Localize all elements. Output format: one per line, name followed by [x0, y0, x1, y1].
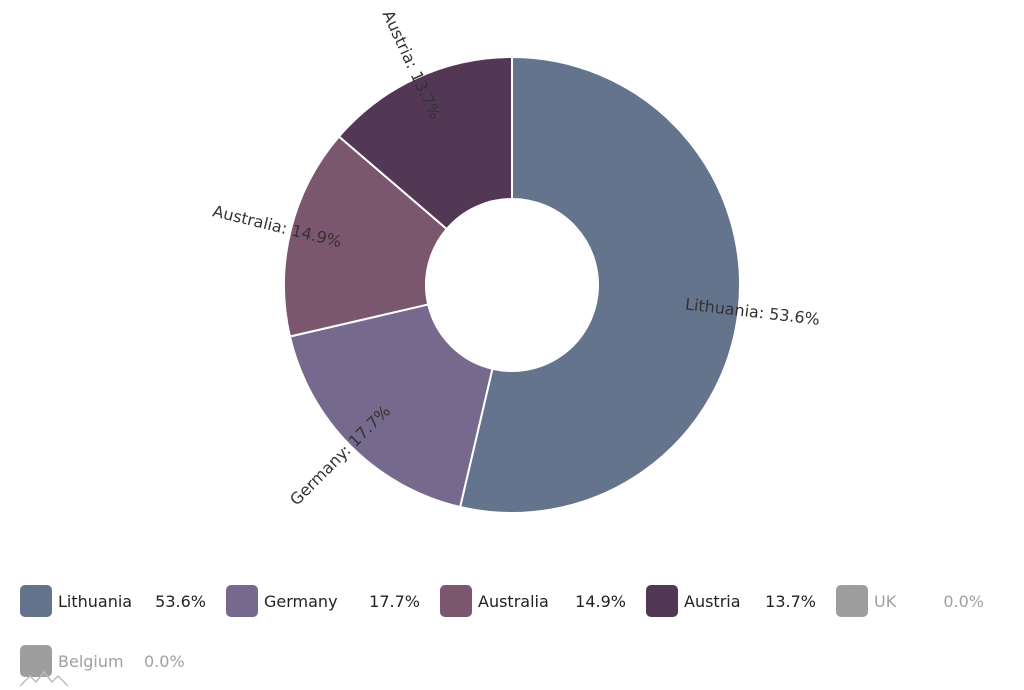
legend-name: Belgium	[58, 651, 124, 671]
legend-name: Austria	[684, 591, 741, 611]
legend-swatch	[226, 585, 258, 617]
donut-chart: Lithuania: 53.6%Germany: 17.7%Australia:…	[211, 7, 821, 514]
legend-value: 14.9%	[575, 591, 626, 611]
legend-swatch	[20, 645, 52, 677]
legend-swatch	[836, 585, 868, 617]
slice-austria[interactable]	[337, 55, 513, 231]
chart-logo-icon	[19, 670, 69, 687]
legend-item-austria[interactable]: Austria 13.7%	[646, 584, 816, 618]
slice-germany[interactable]	[288, 303, 494, 509]
legend-item-belgium[interactable]: Belgium 0.0%	[20, 644, 185, 678]
legend-row: Belgium 0.0%	[20, 644, 205, 678]
legend-name: Germany	[264, 591, 338, 611]
legend-swatch	[20, 585, 52, 617]
legend-item-uk[interactable]: UK 0.0%	[836, 584, 984, 618]
legend-value: 0.0%	[144, 651, 185, 671]
legend-name: Lithuania	[58, 591, 133, 611]
legend-value: 17.7%	[369, 591, 420, 611]
legend-swatch	[646, 585, 678, 617]
legend-name: Australia	[478, 591, 549, 611]
legend-row: Lithuania 53.6% Germany 17.7% Australia 14.9%…	[20, 584, 1004, 618]
legend-item-australia[interactable]: Australia 14.9%	[440, 584, 626, 618]
legend-swatch	[440, 585, 472, 617]
legend-value: 0.0%	[943, 591, 984, 611]
legend-value: 13.7%	[765, 591, 816, 611]
legend-item-lithuania[interactable]: Lithuania 53.6%	[20, 584, 206, 618]
legend-name: UK	[874, 591, 897, 611]
slice-australia[interactable]	[283, 135, 449, 338]
legend-value: 53.6%	[155, 591, 206, 611]
legend-item-germany[interactable]: Germany 17.7%	[226, 584, 420, 618]
slice-lithuania[interactable]	[458, 55, 741, 514]
